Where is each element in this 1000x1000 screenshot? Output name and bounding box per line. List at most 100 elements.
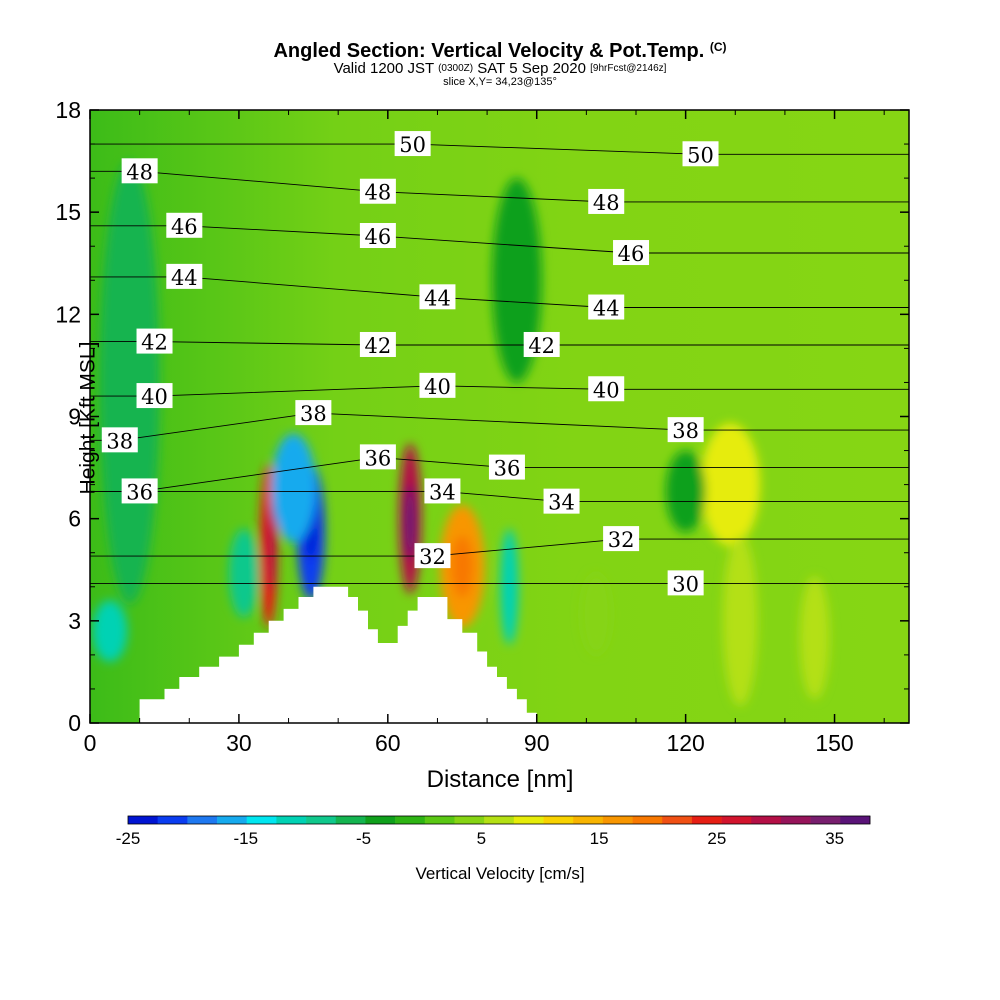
isentrope-label: 38 (101, 427, 138, 453)
colorbar-swatch (573, 816, 604, 824)
isentrope-label-text: 34 (548, 491, 575, 515)
isentrope-label-text: 30 (672, 572, 699, 596)
colorbar-swatch (276, 816, 307, 824)
velocity-cell (451, 535, 474, 597)
plot-area: 50 50 48 48 48 46 46 46 44 44 44 42 42 42 40 40 40 38 38 38… (90, 110, 909, 723)
isentrope-label-box (359, 331, 396, 357)
isentrope-label: 36 (488, 454, 525, 481)
isentrope-label-text: 38 (106, 429, 133, 453)
isentrope-label-text: 50 (687, 143, 714, 167)
isentrope-label-text: 44 (593, 297, 620, 321)
velocity-cell (722, 535, 758, 706)
isentrope-label-box (543, 488, 580, 514)
colorbar-frame (127, 815, 871, 825)
colorbar-swatch (602, 816, 633, 824)
velocity-cell (500, 528, 519, 645)
isentrope-label-text: 32 (419, 545, 446, 569)
title-text: Angled Section: Vertical Velocity & Pot.… (273, 40, 705, 62)
colorbar-swatch (246, 816, 277, 824)
velocity-cell (700, 423, 761, 546)
isentrope-label-text: 42 (528, 334, 555, 358)
colorbar-swatch (365, 816, 396, 824)
velocity-cell (665, 450, 706, 533)
isentrope-label-box (136, 328, 173, 354)
isentrope-label: 44 (419, 284, 456, 310)
isentrope-label-text: 50 (399, 133, 426, 157)
isentrope-label: 38 (667, 417, 704, 443)
y-tick-label: 12 (55, 301, 81, 327)
y-tick-label: 9 (68, 404, 81, 430)
colorbar-swatch (306, 816, 337, 824)
isentrope-label: 42 (136, 328, 173, 355)
isentrope-label-text: 36 (126, 480, 153, 504)
velocity-cell (267, 501, 276, 591)
isentrope-label-text: 46 (618, 242, 645, 266)
isentrope-label-text: 36 (494, 457, 521, 481)
colorbar-tick-label: 15 (590, 829, 609, 848)
isentrope-label-text: 34 (429, 480, 456, 504)
isentrope-32 (90, 538, 909, 557)
colorbar-swatch (484, 816, 515, 824)
isentrope-label-text: 48 (593, 191, 620, 215)
isentrope-label-text: 40 (424, 375, 451, 399)
colorbar-tick-label: -25 (116, 829, 141, 848)
isentrope-label: 40 (588, 376, 625, 402)
isentrope-label-text: 38 (300, 402, 327, 426)
isentrope-label-text: 48 (365, 181, 392, 205)
colorbar-swatch (691, 816, 722, 824)
chart-title: Angled Section: Vertical Velocity & Pot.… (0, 36, 1000, 62)
colorbar-swatch (395, 816, 426, 824)
y-tick-label: 18 (55, 97, 81, 123)
colorbar-swatch (335, 816, 366, 824)
x-tick-label: 120 (666, 730, 704, 756)
x-tick-label: 90 (524, 730, 550, 756)
colorbar-label: Vertical Velocity [cm/s] (415, 864, 585, 883)
isentrope-label: 42 (359, 331, 396, 358)
isentrope-label-box (613, 240, 650, 266)
isentrope-label-text: 40 (141, 385, 168, 409)
velocity-cell (92, 600, 128, 662)
isentrope-label-box (295, 400, 332, 426)
colorbar-swatch (454, 816, 485, 824)
isentrope-label: 46 (613, 240, 650, 266)
x-tick-label: 30 (226, 730, 252, 756)
title-tag: (C) (709, 40, 727, 54)
isentrope-label: 36 (359, 444, 396, 470)
isentrope-34 (90, 490, 909, 503)
x-axis-label: Distance [nm] (426, 766, 574, 793)
isentrope-label-box (682, 141, 719, 167)
colorbar-swatch (751, 816, 782, 824)
isentrope-label: 48 (121, 158, 158, 184)
colorbar-swatch (840, 816, 871, 824)
isentrope-label: 40 (136, 383, 173, 409)
colorbar-tick-label: 25 (707, 829, 726, 848)
isentrope-label: 38 (295, 400, 332, 426)
colorbar-swatch (780, 816, 811, 824)
isentrope-label-box (414, 543, 451, 569)
isentrope-label-text: 32 (608, 528, 635, 552)
colorbar-swatch (128, 816, 158, 824)
colorbar-tick-label: 35 (825, 829, 844, 848)
chart-title-block: Angled Section: Vertical Velocity & Pot.… (0, 36, 1000, 88)
forecast-run: [9hrFcst@2146z] (590, 63, 667, 74)
velocity-cell (405, 484, 416, 560)
isentrope-label-box (588, 188, 625, 214)
colorbar-swatch (157, 816, 188, 824)
isentrope-label-box (359, 178, 396, 204)
colorbar-swatch (662, 816, 693, 824)
isentrope-label-text: 46 (365, 225, 392, 249)
y-tick-label: 3 (68, 608, 81, 634)
isentrope-label-text: 38 (672, 419, 699, 443)
velocity-cell (228, 528, 259, 618)
isentrope-label-box (101, 427, 138, 453)
isentrope-label-box (121, 478, 158, 504)
velocity-cell (99, 161, 160, 604)
isentrope-label-box (121, 158, 158, 184)
slice-info: slice X,Y= 34,23@135° (443, 76, 557, 88)
x-tick-label: 150 (815, 730, 853, 756)
colorbar-swatch (543, 816, 574, 824)
valid-local-time: Valid 1200 JST (333, 60, 434, 77)
colorbar-tick-label: -5 (356, 829, 371, 848)
colorbar-swatch (810, 816, 841, 824)
isentrope-label: 50 (682, 141, 719, 167)
